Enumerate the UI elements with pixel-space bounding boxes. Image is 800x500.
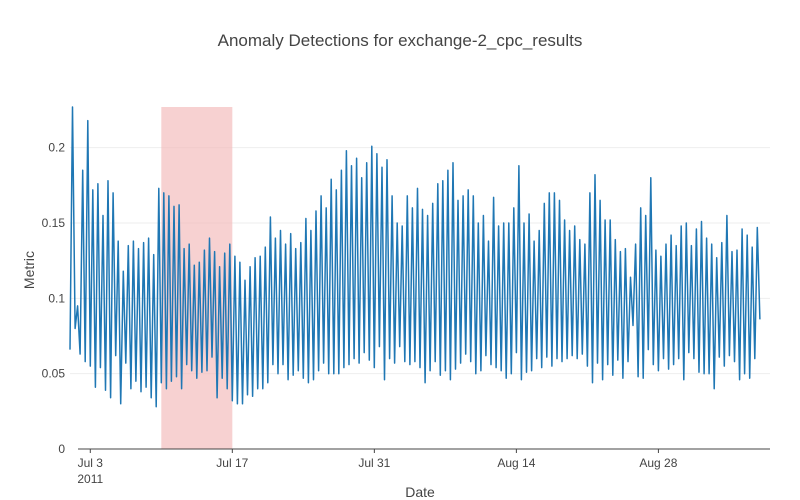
y-tick-label: 0.1 <box>48 291 65 305</box>
anomaly-highlight-layer <box>161 107 233 449</box>
x-tick-label: Jul 3 <box>78 456 104 470</box>
y-axis-ticks: 0 0.05 0.1 0.15 0.2 <box>42 141 66 456</box>
y-tick-label: 0.15 <box>42 216 66 230</box>
series-layer <box>69 106 761 408</box>
x-tick-year-label: 2011 <box>77 472 103 486</box>
x-tick-label: Aug 28 <box>639 456 677 470</box>
y-axis-label: Metric <box>21 251 37 289</box>
series-line <box>69 106 761 408</box>
y-tick-label: 0 <box>58 442 65 456</box>
x-tick-label: Jul 17 <box>216 456 248 470</box>
x-axis-label: Date <box>405 484 435 500</box>
anomaly-window <box>161 107 233 449</box>
x-axis-ticks: Jul 3 2011 Jul 17 Jul 31 Aug 14 Aug 28 <box>77 449 678 486</box>
chart-title: Anomaly Detections for exchange-2_cpc_re… <box>218 31 583 50</box>
x-tick-label: Jul 31 <box>358 456 390 470</box>
y-tick-label: 0.05 <box>42 367 66 381</box>
x-tick-label: Aug 14 <box>497 456 535 470</box>
y-tick-label: 0.2 <box>48 141 65 155</box>
